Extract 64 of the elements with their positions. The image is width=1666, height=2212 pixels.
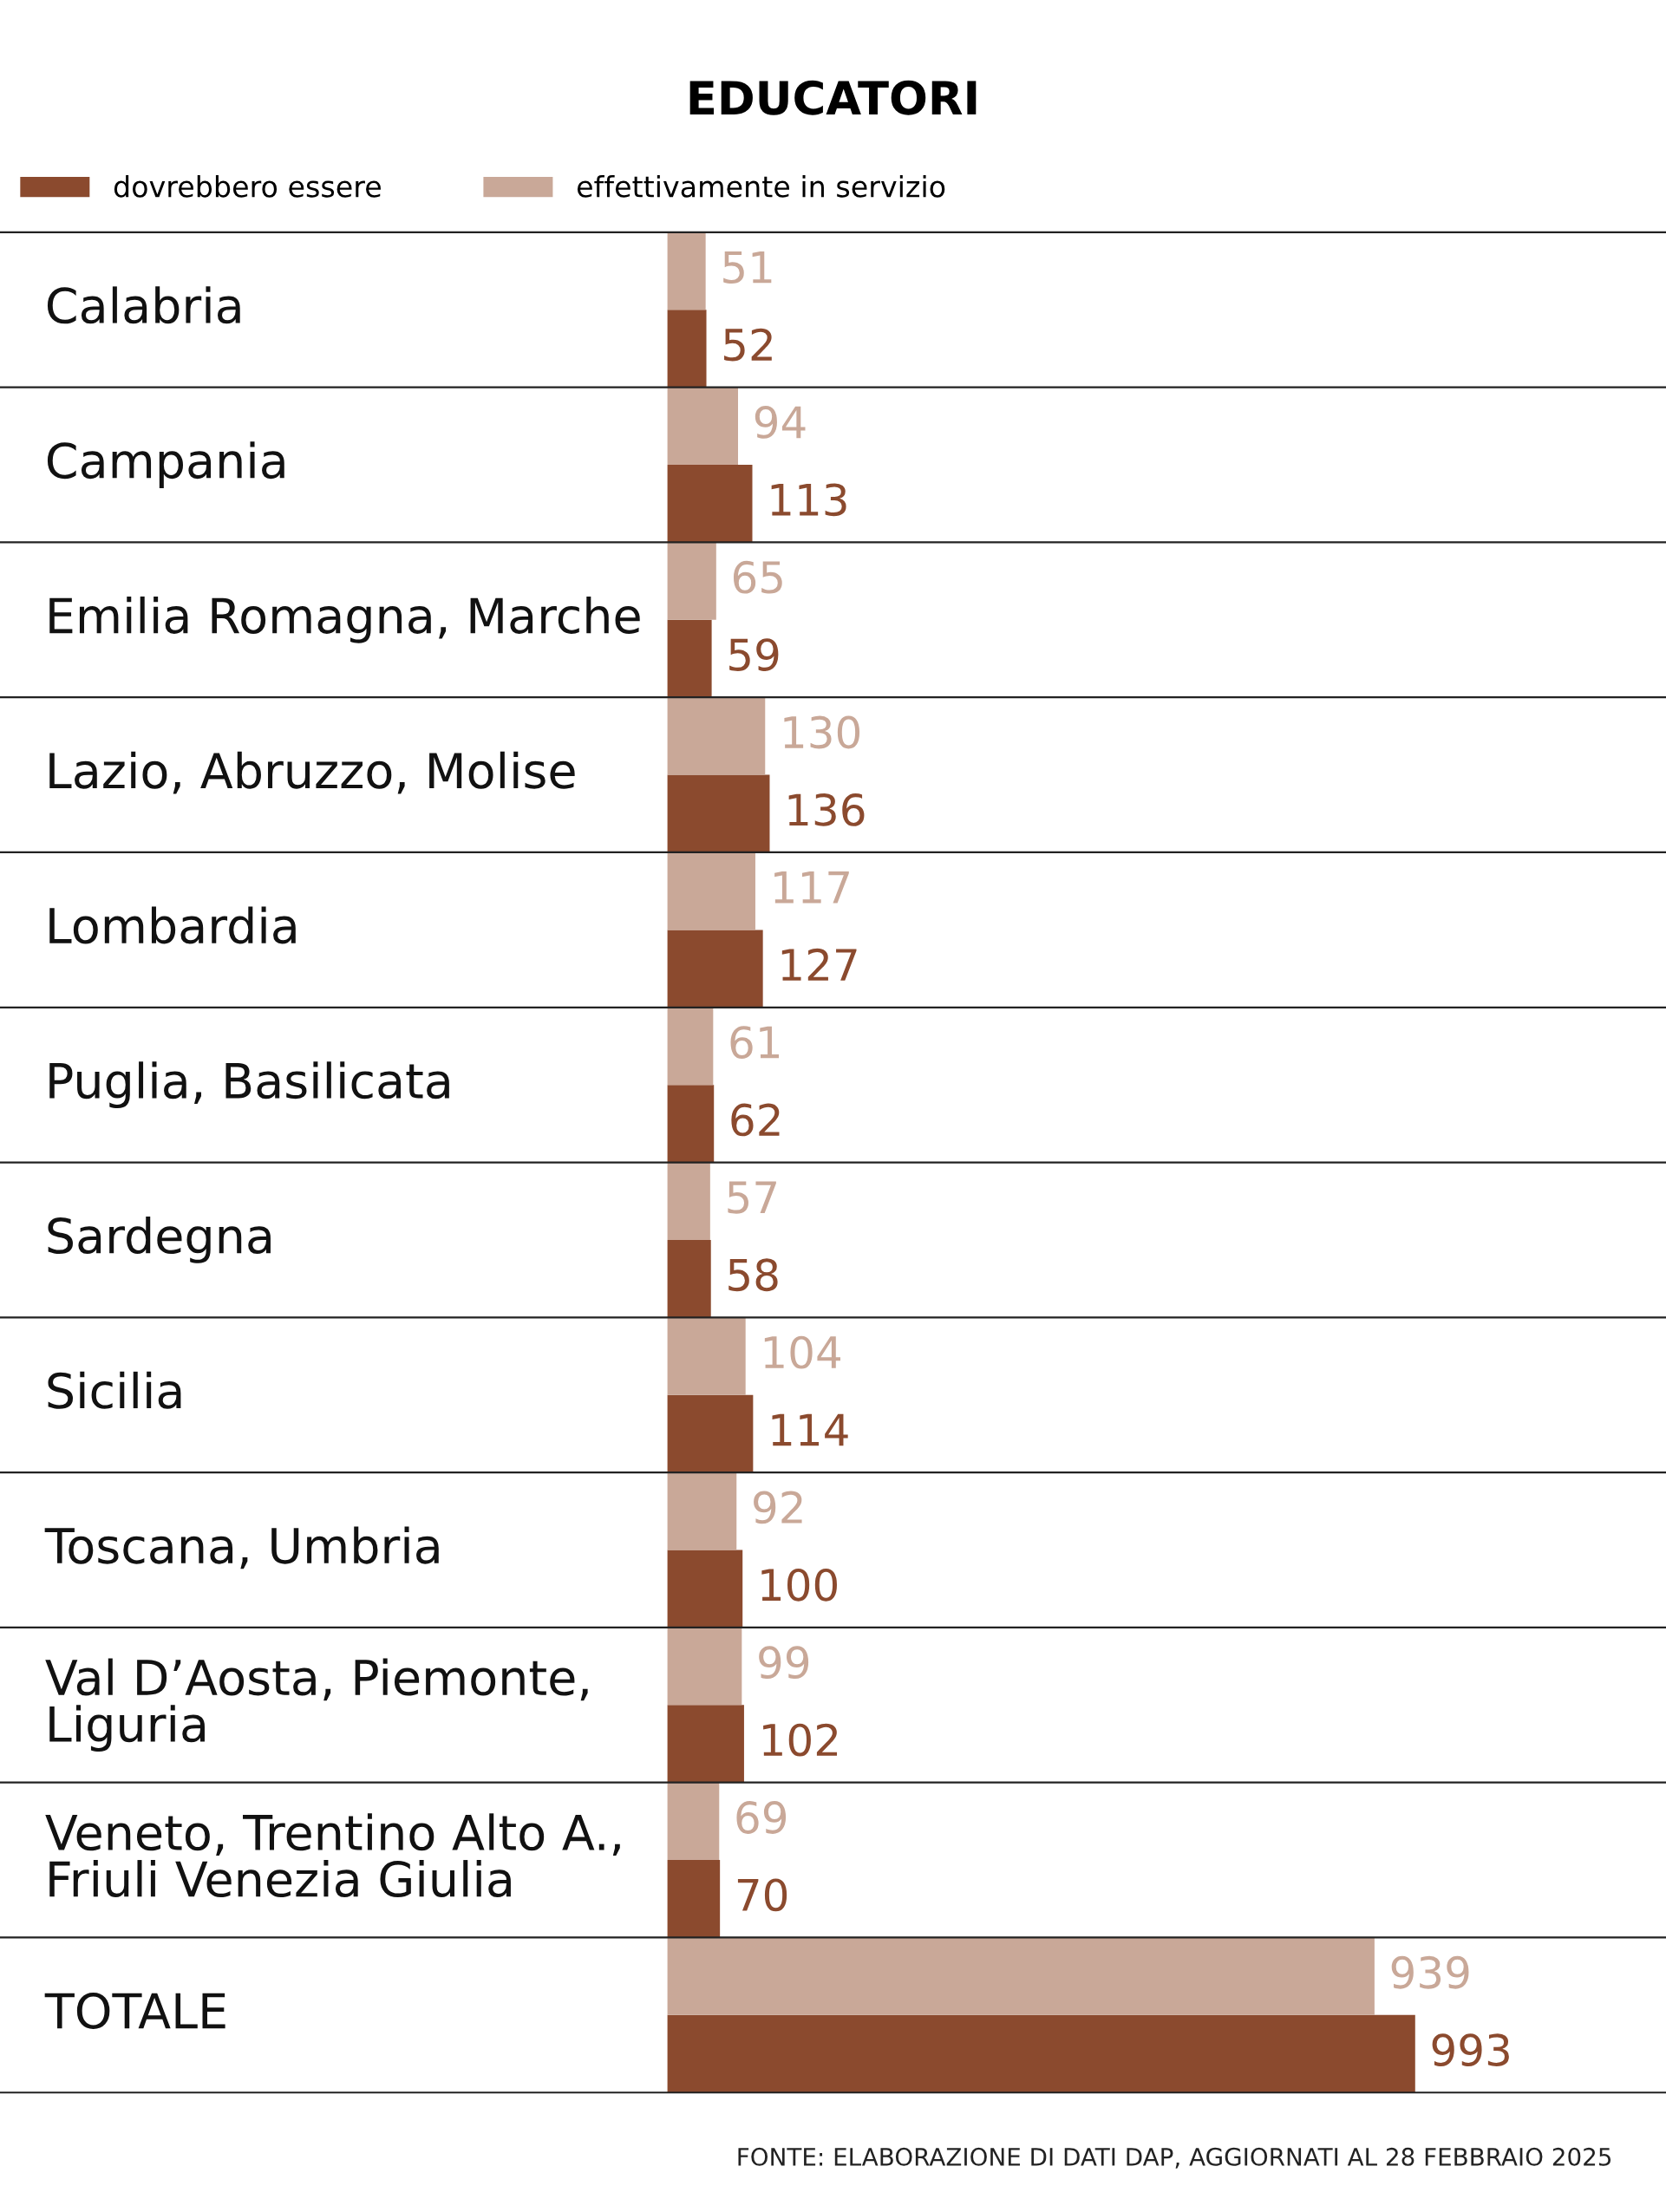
data-label: 939: [1391, 1955, 1469, 1989]
data-label: 62: [731, 1103, 780, 1137]
bar: [667, 542, 716, 620]
bar: [667, 1007, 714, 1086]
bar: [667, 1782, 720, 1861]
y-tick-label: Campania: [47, 441, 284, 488]
y-tick-label: Lombardia: [49, 906, 296, 944]
bar: [667, 1317, 746, 1395]
bar: [667, 619, 712, 698]
data-label: 52: [724, 328, 772, 362]
y-tick-label: Puglia, Basilicata: [49, 1061, 449, 1109]
y-tick-label: Calabria: [47, 286, 240, 324]
y-tick-label: Veneto, Trentino Alto A., Friuli Venezia Giulia: [45, 1813, 620, 1898]
legend-label: effettivamente in servizio: [577, 174, 945, 198]
y-tick-label: Emilia Romagna, Marche: [49, 596, 640, 643]
y-tick-label: Lazio, Abruzzo, Molise: [49, 751, 575, 794]
bar: [667, 310, 707, 388]
bar: [667, 774, 770, 852]
data-label: 94: [755, 406, 806, 439]
bar: [667, 1472, 737, 1550]
bar: [667, 1860, 721, 1938]
data-label: 58: [728, 1258, 778, 1292]
data-label: 136: [788, 793, 865, 826]
bar: [667, 1627, 742, 1706]
bar: [667, 697, 766, 775]
data-label: 117: [774, 871, 849, 904]
bar: [667, 1239, 711, 1318]
y-tick-label: TOTALE: [44, 1992, 225, 2029]
bar: [667, 852, 755, 930]
data-label: 102: [763, 1723, 838, 1757]
bar: [667, 930, 763, 1008]
bar: [667, 1705, 744, 1783]
data-label: 69: [736, 1801, 787, 1834]
bar: [667, 1085, 715, 1163]
data-label: 114: [772, 1413, 848, 1446]
bar: [667, 1394, 754, 1473]
bar: [667, 232, 706, 310]
data-label: 127: [781, 948, 857, 981]
data-label: 57: [728, 1181, 776, 1214]
data-label: 51: [723, 251, 772, 284]
y-tick-label: Sicilia: [48, 1371, 181, 1409]
bar: [667, 387, 738, 466]
bar: [667, 1937, 1375, 2015]
bar: [667, 2014, 1415, 2093]
data-label: 104: [764, 1335, 840, 1369]
legend-label: dovrebbero essere: [114, 174, 381, 198]
data-label: 99: [759, 1646, 809, 1680]
y-tick-label: Toscana, Umbria: [44, 1526, 439, 1569]
data-label: 130: [784, 715, 860, 749]
bar: [667, 465, 753, 543]
y-tick-label: Sardegna: [48, 1217, 271, 1263]
data-label: 65: [733, 560, 782, 594]
data-label: 100: [761, 1568, 837, 1602]
y-tick-label: Val D’Aosta, Piemonte, Liguria: [45, 1658, 588, 1752]
chart-title: EDUCATORI: [689, 80, 977, 115]
bar: [667, 1550, 743, 1628]
data-label: 113: [771, 483, 846, 517]
data-label: 993: [1432, 2033, 1509, 2067]
source-note: FONTE: ELABORAZIONE DI DATI DAP, AGGIORNATI AL 28 FEBBRAIO 2025: [738, 2147, 1611, 2169]
data-label: 59: [729, 638, 779, 672]
data-label: 92: [754, 1491, 802, 1524]
data-label: 61: [730, 1026, 780, 1059]
data-label: 70: [737, 1878, 787, 1912]
bar: [667, 1162, 710, 1240]
